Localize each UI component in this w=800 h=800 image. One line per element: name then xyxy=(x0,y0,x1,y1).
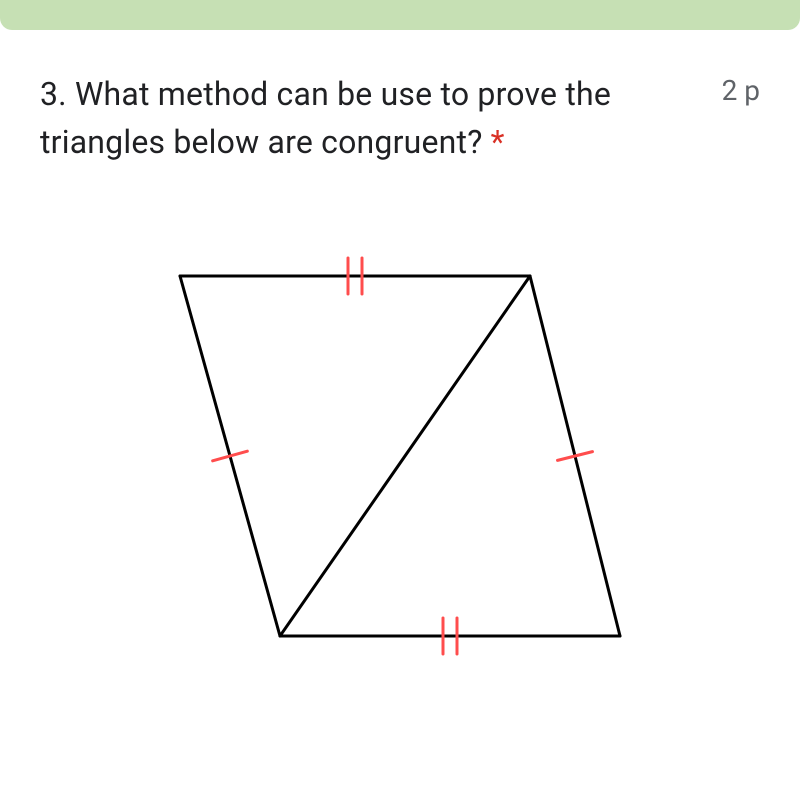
points-label: 2 p xyxy=(722,74,760,107)
form-section-bar xyxy=(0,0,800,30)
question-body: What method can be use to prove the tria… xyxy=(40,75,611,161)
question-card: 3. What method can be use to prove the t… xyxy=(0,30,800,696)
question-number: 3. xyxy=(40,75,67,113)
question-text: 3. What method can be use to prove the t… xyxy=(40,70,702,166)
required-asterisk: * xyxy=(491,123,505,161)
question-header-row: 3. What method can be use to prove the t… xyxy=(40,70,760,166)
triangles-diagram xyxy=(90,236,710,676)
figure-container xyxy=(40,236,760,676)
